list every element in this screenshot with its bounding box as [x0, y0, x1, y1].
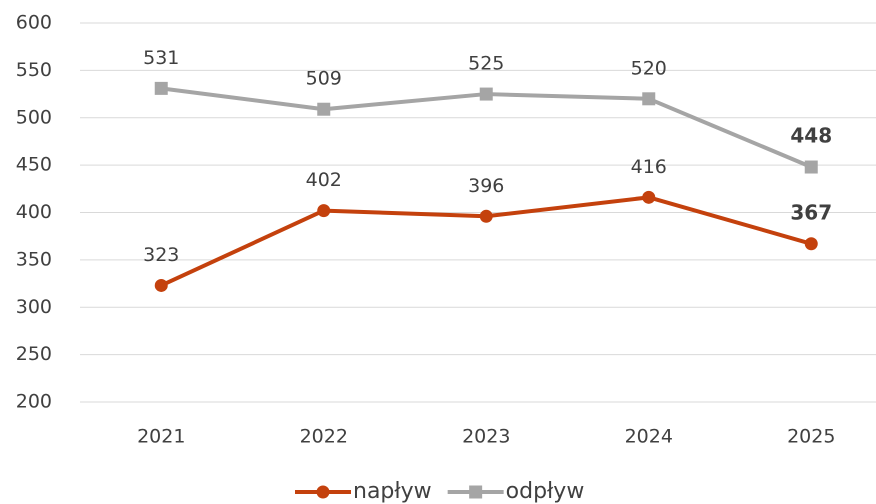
data-label: 323: [143, 244, 179, 266]
marker: [479, 209, 493, 223]
legend-marker: [469, 485, 483, 499]
marker: [642, 190, 656, 204]
data-label: 525: [468, 53, 504, 75]
marker: [154, 278, 168, 292]
y-tick-label: 300: [16, 296, 52, 318]
data-label: 402: [306, 169, 342, 191]
x-tick-label: 2025: [787, 426, 835, 448]
y-tick-label: 600: [16, 12, 52, 34]
x-tick-label: 2023: [462, 426, 510, 448]
data-label: 448: [790, 124, 832, 148]
marker: [154, 81, 168, 95]
legend-item: odpływ: [447, 479, 585, 504]
data-label: 509: [306, 68, 342, 90]
data-label: 396: [468, 175, 504, 197]
marker: [479, 87, 493, 101]
y-tick-label: 250: [16, 343, 52, 365]
data-label: 531: [143, 47, 179, 69]
legend-item: napływ: [295, 479, 432, 504]
x-tick-label: 2021: [137, 426, 185, 448]
marker: [804, 160, 818, 174]
y-tick-label: 550: [16, 59, 52, 81]
legend-marker: [316, 485, 330, 499]
y-tick-label: 500: [16, 106, 52, 128]
x-tick-label: 2022: [300, 426, 348, 448]
legend-label: odpływ: [506, 479, 585, 504]
marker: [317, 204, 331, 218]
marker: [642, 92, 656, 106]
x-tick-label: 2024: [625, 426, 673, 448]
data-label: 367: [790, 200, 832, 224]
marker: [804, 237, 818, 251]
data-label: 416: [631, 156, 667, 178]
legend-label: napływ: [353, 479, 432, 504]
data-label: 520: [631, 57, 667, 79]
y-tick-label: 450: [16, 154, 52, 176]
y-tick-label: 350: [16, 248, 52, 270]
y-tick-label: 400: [16, 201, 52, 223]
marker: [317, 102, 331, 116]
y-tick-label: 200: [16, 391, 52, 413]
